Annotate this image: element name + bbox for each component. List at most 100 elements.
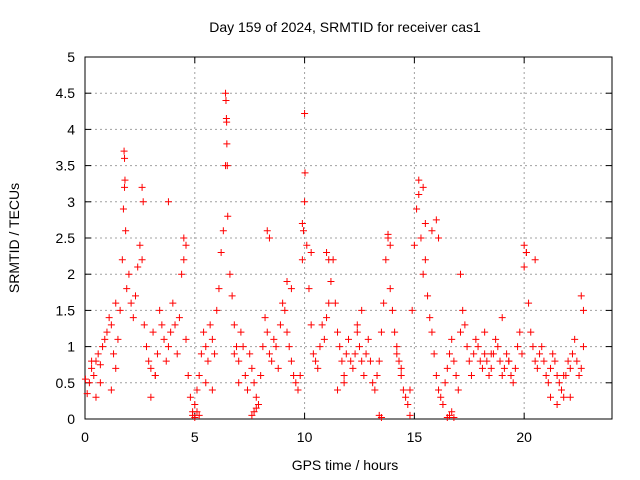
data-point: [83, 390, 91, 398]
data-point: [156, 306, 164, 314]
data-point: [85, 379, 93, 387]
data-point: [153, 350, 161, 358]
data-point: [252, 393, 260, 401]
data-point: [178, 270, 186, 278]
data-point: [195, 411, 203, 419]
data-point: [544, 379, 552, 387]
data-point: [421, 220, 429, 228]
data-point: [408, 306, 416, 314]
data-point: [377, 414, 385, 422]
data-point: [388, 306, 396, 314]
data-point: [494, 343, 502, 351]
data-point: [202, 379, 210, 387]
data-point: [345, 335, 352, 343]
data-point: [323, 314, 331, 322]
data-point: [560, 393, 568, 401]
data-point: [355, 343, 363, 351]
data-point: [160, 335, 168, 343]
data-point: [564, 357, 572, 365]
data-point: [110, 350, 118, 358]
y-tick-label: 0.5: [56, 375, 76, 391]
data-point: [272, 343, 280, 351]
data-point: [142, 343, 150, 351]
data-point: [186, 393, 194, 401]
data-point: [527, 328, 535, 336]
data-point: [239, 343, 247, 351]
data-point: [459, 306, 467, 314]
data-point: [276, 321, 284, 329]
data-point: [435, 234, 443, 242]
data-point: [202, 343, 210, 351]
data-point: [180, 256, 188, 264]
data-point: [243, 386, 251, 394]
data-point: [88, 364, 96, 372]
data-point: [415, 191, 423, 199]
data-point: [208, 386, 216, 394]
data-point: [377, 328, 385, 336]
data-point: [301, 109, 309, 117]
x-tick-label: 20: [516, 429, 532, 445]
data-point: [325, 256, 333, 264]
data-point: [298, 256, 306, 264]
data-point: [208, 335, 216, 343]
data-point: [505, 357, 513, 365]
data-point: [450, 357, 458, 365]
data-point: [575, 372, 583, 380]
data-point: [307, 248, 315, 256]
data-point: [395, 357, 403, 365]
data-point: [452, 372, 460, 380]
data-point: [340, 379, 348, 387]
data-point: [531, 256, 539, 264]
data-point: [283, 277, 291, 285]
data-point: [511, 364, 519, 372]
data-point: [101, 335, 109, 343]
data-point: [428, 227, 436, 235]
data-point: [487, 350, 495, 358]
data-point: [228, 292, 236, 300]
data-point: [134, 263, 142, 271]
data-point: [206, 321, 214, 329]
data-point: [112, 299, 120, 307]
data-point: [305, 285, 313, 293]
data-point: [252, 404, 260, 412]
data-point: [342, 350, 350, 358]
data-point: [136, 241, 144, 249]
data-point: [248, 364, 256, 372]
data-point: [296, 372, 304, 380]
data-point: [147, 364, 155, 372]
data-point: [169, 299, 177, 307]
data-point: [391, 328, 399, 336]
data-point: [465, 357, 473, 365]
chart-title: Day 159 of 2024, SRMTID for receiver cas…: [209, 19, 481, 35]
data-point: [522, 248, 530, 256]
data-point: [399, 386, 407, 394]
data-point: [362, 350, 370, 358]
data-point: [226, 270, 234, 278]
data-point: [557, 386, 565, 394]
data-point: [428, 328, 436, 336]
data-point: [336, 343, 344, 351]
data-point: [430, 350, 438, 358]
data-point: [547, 393, 555, 401]
data-point: [577, 364, 585, 372]
data-point: [397, 372, 405, 380]
data-point: [349, 364, 357, 372]
data-point: [265, 350, 273, 358]
data-point: [265, 234, 273, 242]
data-point: [250, 379, 258, 387]
data-point: [496, 357, 504, 365]
data-point: [222, 96, 230, 104]
data-point: [263, 328, 271, 336]
data-point: [279, 299, 287, 307]
data-point: [138, 256, 146, 264]
data-point: [514, 343, 522, 351]
data-point: [371, 386, 379, 394]
data-point: [94, 350, 102, 358]
data-point: [184, 372, 192, 380]
data-point: [193, 386, 201, 394]
data-point: [287, 357, 295, 365]
data-point: [566, 364, 574, 372]
data-point: [127, 299, 135, 307]
data-point: [90, 372, 98, 380]
